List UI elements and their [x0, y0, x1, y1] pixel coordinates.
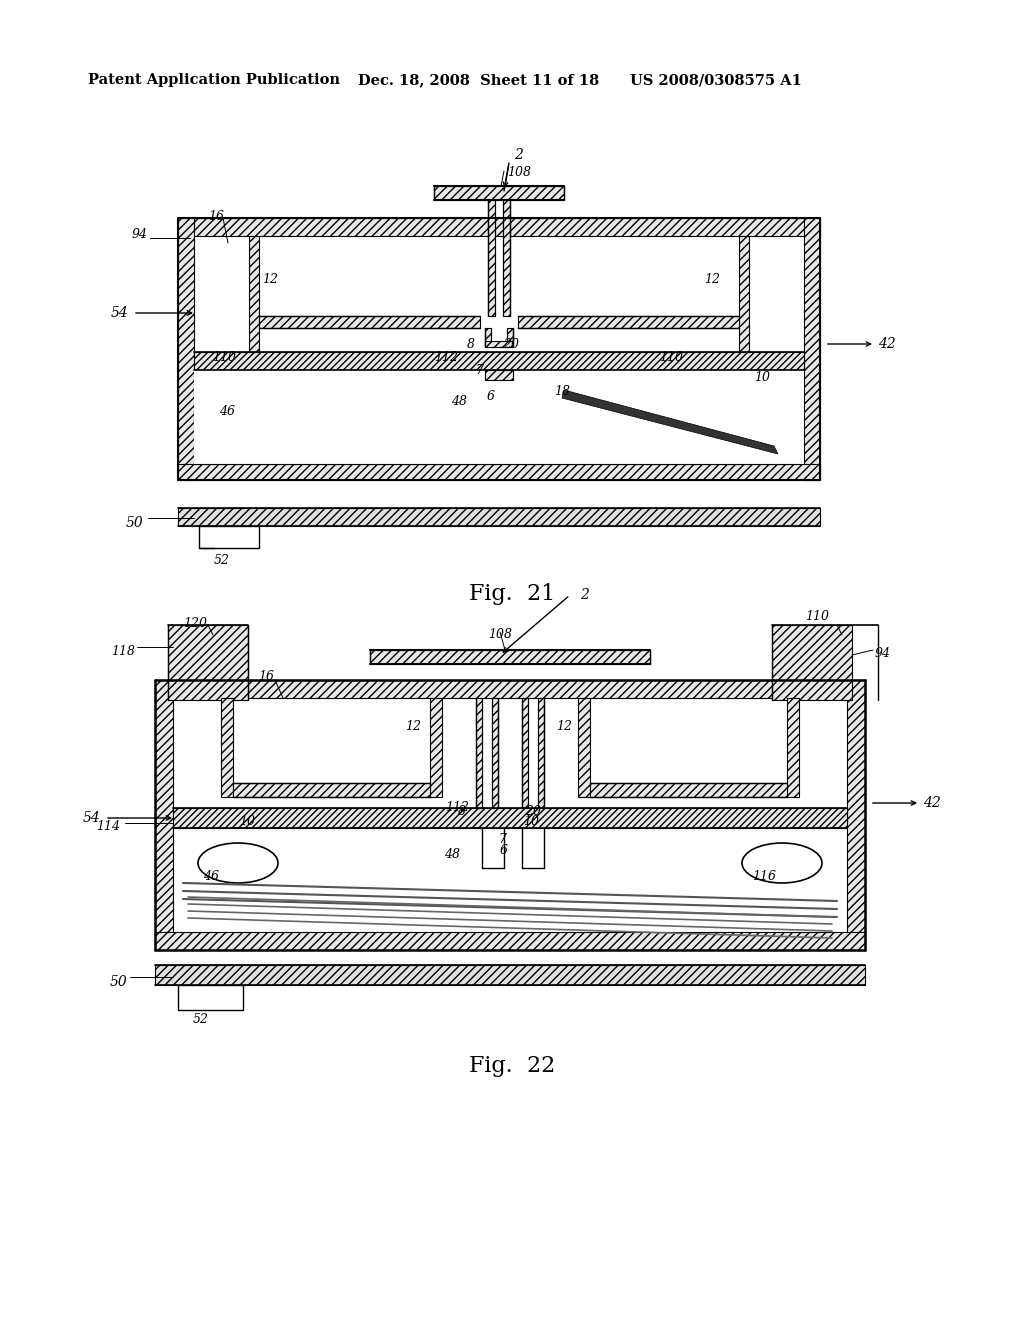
- Bar: [233, 783, 430, 797]
- Text: 2: 2: [514, 148, 523, 162]
- Text: 12: 12: [406, 719, 421, 733]
- Text: 16: 16: [208, 210, 224, 223]
- Bar: [199, 525, 259, 548]
- Text: 7: 7: [475, 364, 483, 378]
- Text: 50: 50: [125, 516, 143, 531]
- Bar: [178, 218, 194, 480]
- Bar: [221, 698, 233, 797]
- Bar: [485, 370, 513, 380]
- Text: 116: 116: [752, 870, 776, 883]
- Text: 10: 10: [239, 814, 255, 828]
- Text: 20: 20: [503, 338, 519, 351]
- Text: 112: 112: [445, 801, 469, 814]
- Text: 8: 8: [467, 338, 475, 351]
- Text: 12: 12: [262, 273, 278, 286]
- Bar: [578, 698, 590, 797]
- Bar: [507, 327, 513, 347]
- Text: 48: 48: [444, 847, 460, 861]
- Text: 48: 48: [451, 395, 467, 408]
- Bar: [155, 680, 173, 950]
- Bar: [590, 783, 787, 797]
- Text: 16: 16: [258, 671, 274, 682]
- Bar: [739, 236, 749, 352]
- Text: Fig.  22: Fig. 22: [469, 1055, 555, 1077]
- Bar: [485, 341, 513, 347]
- Bar: [370, 649, 650, 664]
- Text: Fig.  21: Fig. 21: [469, 583, 555, 605]
- Bar: [488, 201, 495, 315]
- Bar: [259, 315, 480, 327]
- Bar: [804, 218, 820, 480]
- Text: 50: 50: [110, 975, 127, 989]
- Text: 46: 46: [203, 870, 219, 883]
- Text: 54: 54: [111, 306, 128, 319]
- Text: 120: 120: [183, 616, 207, 630]
- Bar: [178, 218, 820, 236]
- Text: 94: 94: [132, 228, 148, 242]
- Text: 42: 42: [923, 796, 941, 810]
- Text: 8: 8: [458, 805, 466, 818]
- Bar: [178, 985, 243, 1010]
- Text: 108: 108: [507, 166, 531, 180]
- Text: 42: 42: [878, 337, 896, 351]
- Text: 110: 110: [212, 351, 236, 364]
- Bar: [476, 698, 482, 808]
- Text: 7: 7: [498, 833, 506, 846]
- Text: 10: 10: [754, 371, 770, 384]
- Text: 6: 6: [487, 389, 495, 403]
- Bar: [847, 680, 865, 950]
- Bar: [155, 932, 865, 950]
- Text: Patent Application Publication: Patent Application Publication: [88, 73, 340, 87]
- Text: 10: 10: [523, 814, 539, 828]
- Text: 118: 118: [111, 645, 135, 657]
- Bar: [194, 370, 804, 465]
- Text: 54: 54: [82, 810, 100, 825]
- Text: 52: 52: [193, 1012, 209, 1026]
- Bar: [178, 508, 820, 525]
- Text: 94: 94: [874, 647, 891, 660]
- Text: 114: 114: [96, 820, 120, 833]
- Bar: [538, 698, 544, 808]
- Text: 112: 112: [434, 351, 458, 364]
- Text: 2: 2: [580, 587, 589, 602]
- Bar: [485, 327, 490, 347]
- Text: 20: 20: [525, 805, 541, 818]
- Bar: [194, 352, 804, 370]
- Bar: [772, 624, 852, 700]
- Bar: [249, 236, 259, 352]
- Bar: [430, 698, 442, 797]
- Bar: [434, 186, 564, 201]
- Text: 18: 18: [554, 385, 570, 399]
- Text: Dec. 18, 2008  Sheet 11 of 18: Dec. 18, 2008 Sheet 11 of 18: [358, 73, 599, 87]
- Text: 108: 108: [488, 628, 512, 642]
- Text: 110: 110: [659, 351, 683, 364]
- Bar: [492, 698, 498, 808]
- Bar: [787, 698, 799, 797]
- Text: 52: 52: [214, 554, 230, 568]
- Polygon shape: [562, 389, 778, 454]
- Text: 6: 6: [500, 843, 508, 857]
- Bar: [518, 315, 739, 327]
- Bar: [503, 201, 510, 315]
- Text: 46: 46: [219, 405, 234, 418]
- Bar: [168, 624, 248, 700]
- Bar: [155, 680, 865, 698]
- Bar: [155, 965, 865, 985]
- Bar: [173, 808, 847, 828]
- Bar: [178, 465, 820, 480]
- Text: 12: 12: [705, 273, 720, 286]
- Text: US 2008/0308575 A1: US 2008/0308575 A1: [630, 73, 802, 87]
- Text: 110: 110: [805, 610, 829, 623]
- Text: 12: 12: [556, 719, 572, 733]
- Bar: [522, 698, 528, 808]
